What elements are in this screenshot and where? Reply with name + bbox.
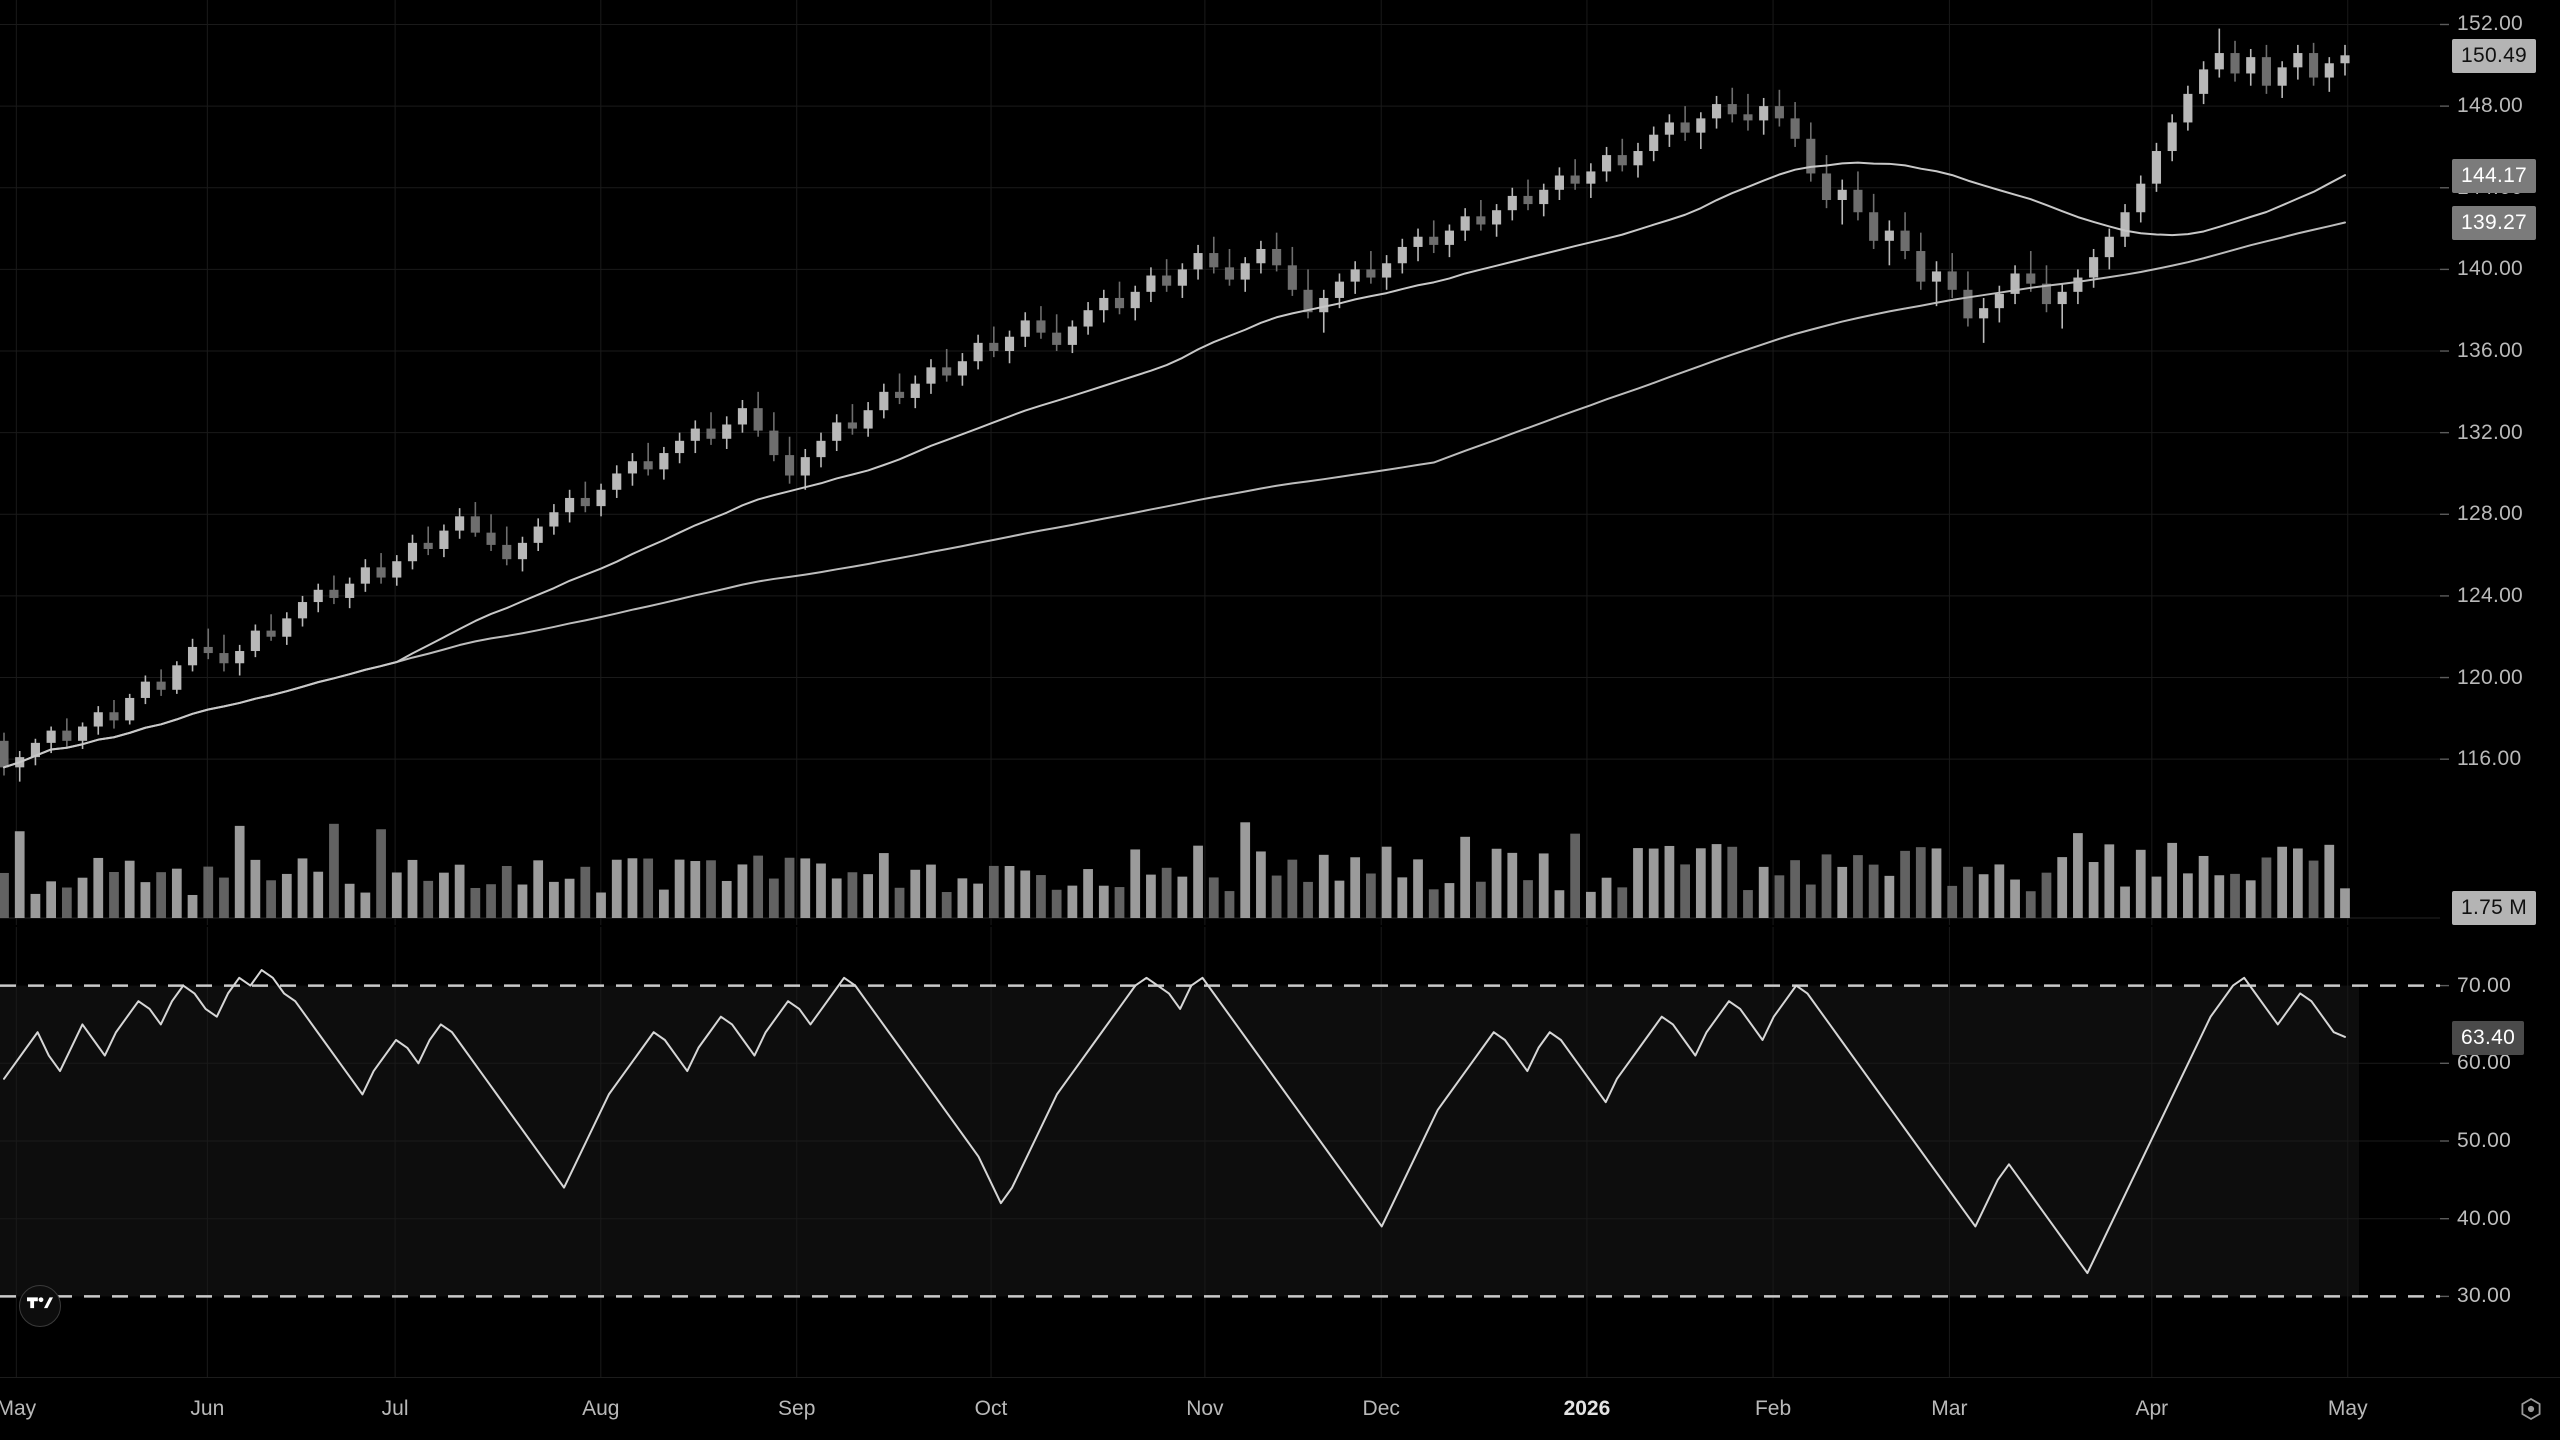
price-tick-label: 136.00 xyxy=(2457,339,2524,363)
time-label-may: May xyxy=(0,1397,37,1420)
time-label-jun: Jun xyxy=(190,1397,225,1420)
price-pane[interactable] xyxy=(0,0,2440,925)
price-scale[interactable]: 152.00148.00144.00140.00136.00132.00128.… xyxy=(2440,0,2560,1377)
time-label-mar: Mar xyxy=(1931,1397,1968,1420)
time-label-2026: 2026 xyxy=(1563,1397,1611,1420)
time-label-nov: Nov xyxy=(1186,1397,1224,1420)
settings-hex-icon[interactable] xyxy=(2516,1394,2546,1424)
rsi-tick-label: 60.00 xyxy=(2457,1051,2512,1075)
price-pane-canvas xyxy=(0,0,2440,925)
time-label-aug: Aug xyxy=(582,1397,620,1420)
price-badge-volume-last[interactable]: 1.75 M xyxy=(2452,891,2536,925)
price-badge-ma-fast[interactable]: 144.17 xyxy=(2452,159,2537,194)
time-label-jul: Jul xyxy=(381,1397,409,1420)
price-tick-label: 140.00 xyxy=(2457,257,2524,281)
tradingview-logo[interactable] xyxy=(19,1285,61,1327)
time-label-sep: Sep xyxy=(778,1397,816,1420)
time-label-oct: Oct xyxy=(974,1397,1008,1420)
price-badge-ma-slow[interactable]: 139.27 xyxy=(2452,206,2537,241)
rsi-tick-label: 70.00 xyxy=(2457,973,2512,997)
price-tick-label: 148.00 xyxy=(2457,94,2524,118)
price-tick-label: 120.00 xyxy=(2457,665,2524,689)
rsi-tick-label: 30.00 xyxy=(2457,1284,2512,1308)
rsi-pane[interactable] xyxy=(0,927,2440,1377)
price-tick-label: 128.00 xyxy=(2457,502,2524,526)
tradingview-mark-icon xyxy=(27,1297,53,1309)
rsi-tick-label: 40.00 xyxy=(2457,1206,2512,1230)
price-tick-label: 152.00 xyxy=(2457,12,2524,36)
price-tick-label: 124.00 xyxy=(2457,583,2524,607)
rsi-tick-label: 50.00 xyxy=(2457,1129,2512,1152)
price-badge-last-price[interactable]: 150.49 xyxy=(2452,39,2537,74)
time-label-apr: Apr xyxy=(2135,1397,2169,1420)
time-scale[interactable]: May Jun Jul Aug Sep Oct Nov Dec 2026 Feb Mar Apr May xyxy=(0,1377,2560,1440)
time-label-feb: Feb xyxy=(1754,1397,1792,1420)
time-label-dec: Dec xyxy=(1362,1397,1400,1420)
price-scale-ticks xyxy=(2440,23,2449,1298)
price-tick-label: 116.00 xyxy=(2457,747,2522,771)
rsi-badge-rsi-last[interactable]: 63.40 xyxy=(2452,1020,2525,1055)
rsi-pane-canvas xyxy=(0,927,2440,1377)
time-label-may: May xyxy=(2327,1397,2368,1420)
price-tick-label: 132.00 xyxy=(2457,420,2524,444)
